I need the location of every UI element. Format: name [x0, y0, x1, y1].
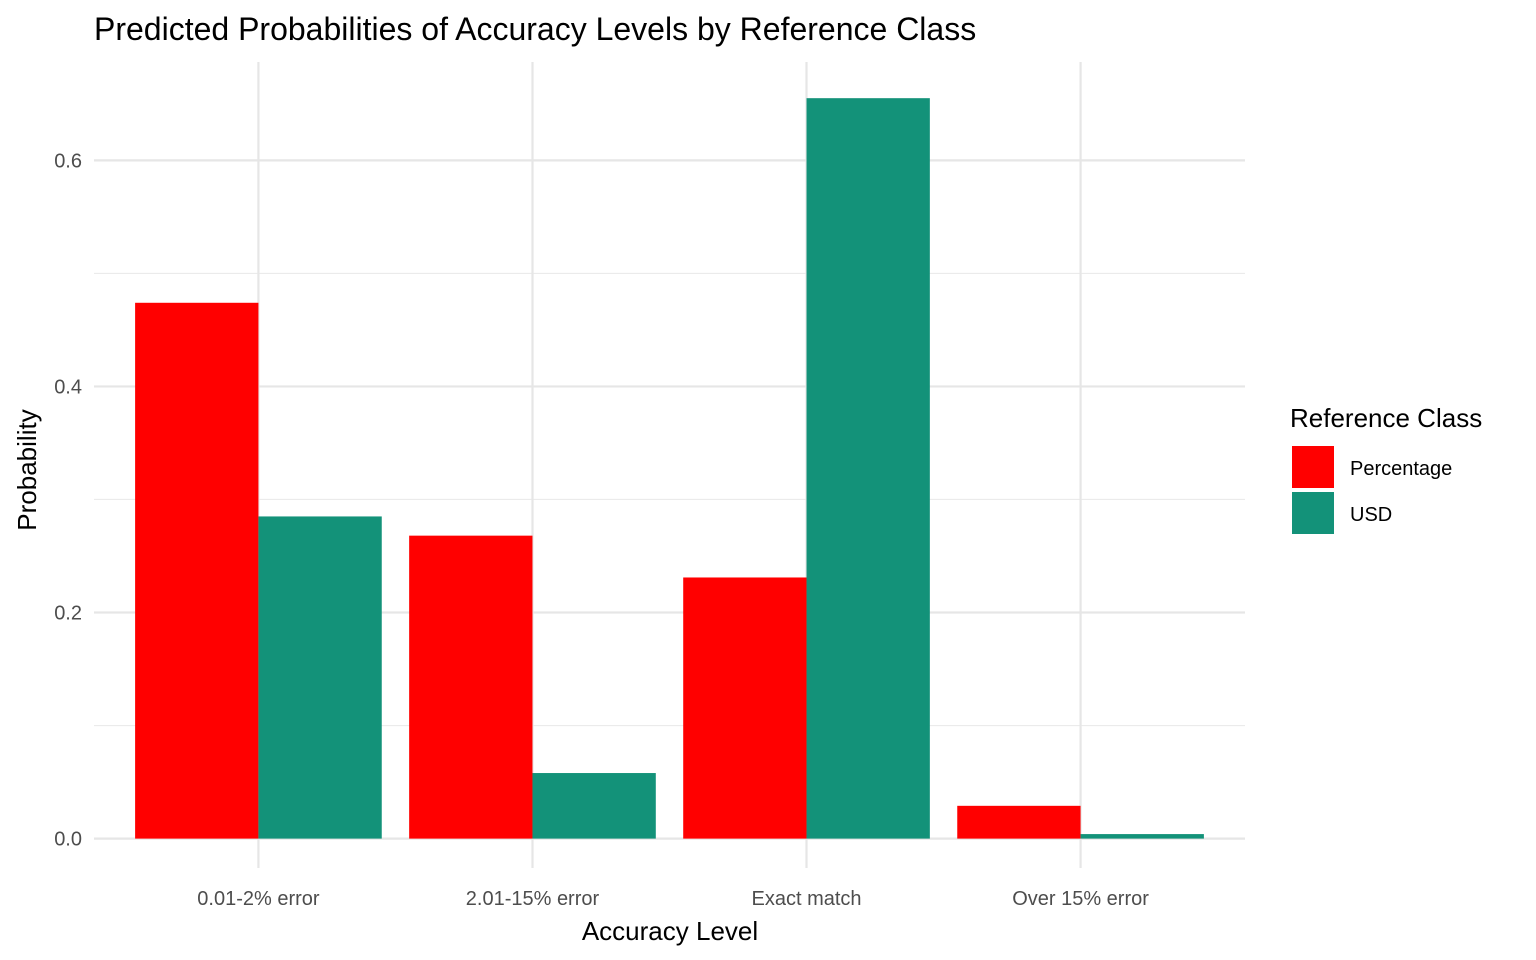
x-axis-ticks: 0.01-2% error 2.01-15% error Exact match Ov…	[197, 888, 1149, 910]
y-tick-label: 0.0	[54, 829, 82, 851]
y-tick-label: 0.4	[54, 376, 82, 398]
bar-percentage	[683, 577, 807, 839]
x-tick-label: Exact match	[752, 888, 862, 910]
bar-percentage	[957, 805, 1081, 839]
bar-usd	[1080, 834, 1204, 839]
bar-usd	[532, 773, 656, 839]
chart-title: Predicted Probabilities of Accuracy Leve…	[94, 11, 976, 47]
bar-percentage	[409, 535, 533, 839]
legend-label-usd: USD	[1350, 504, 1392, 526]
x-tick-label: 2.01-15% error	[466, 888, 600, 910]
bar-usd	[258, 516, 382, 839]
bar-percentage	[135, 302, 259, 839]
legend-label-percentage: Percentage	[1350, 458, 1452, 480]
bar-usd	[806, 98, 930, 839]
legend-swatch-percentage	[1292, 446, 1334, 488]
x-axis-title: Accuracy Level	[582, 916, 758, 946]
bars	[135, 98, 1204, 839]
y-axis-title: Probability	[12, 409, 42, 530]
legend: Reference Class Percentage USD	[1290, 403, 1482, 534]
y-tick-label: 0.6	[54, 150, 82, 172]
legend-title: Reference Class	[1290, 403, 1482, 433]
y-axis-ticks: 0.0 0.2 0.4 0.6	[54, 150, 82, 850]
x-tick-label: 0.01-2% error	[197, 888, 320, 910]
legend-items: Percentage USD	[1292, 446, 1452, 534]
y-tick-label: 0.2	[54, 603, 82, 625]
x-tick-label: Over 15% error	[1012, 888, 1149, 910]
legend-swatch-usd	[1292, 492, 1334, 534]
